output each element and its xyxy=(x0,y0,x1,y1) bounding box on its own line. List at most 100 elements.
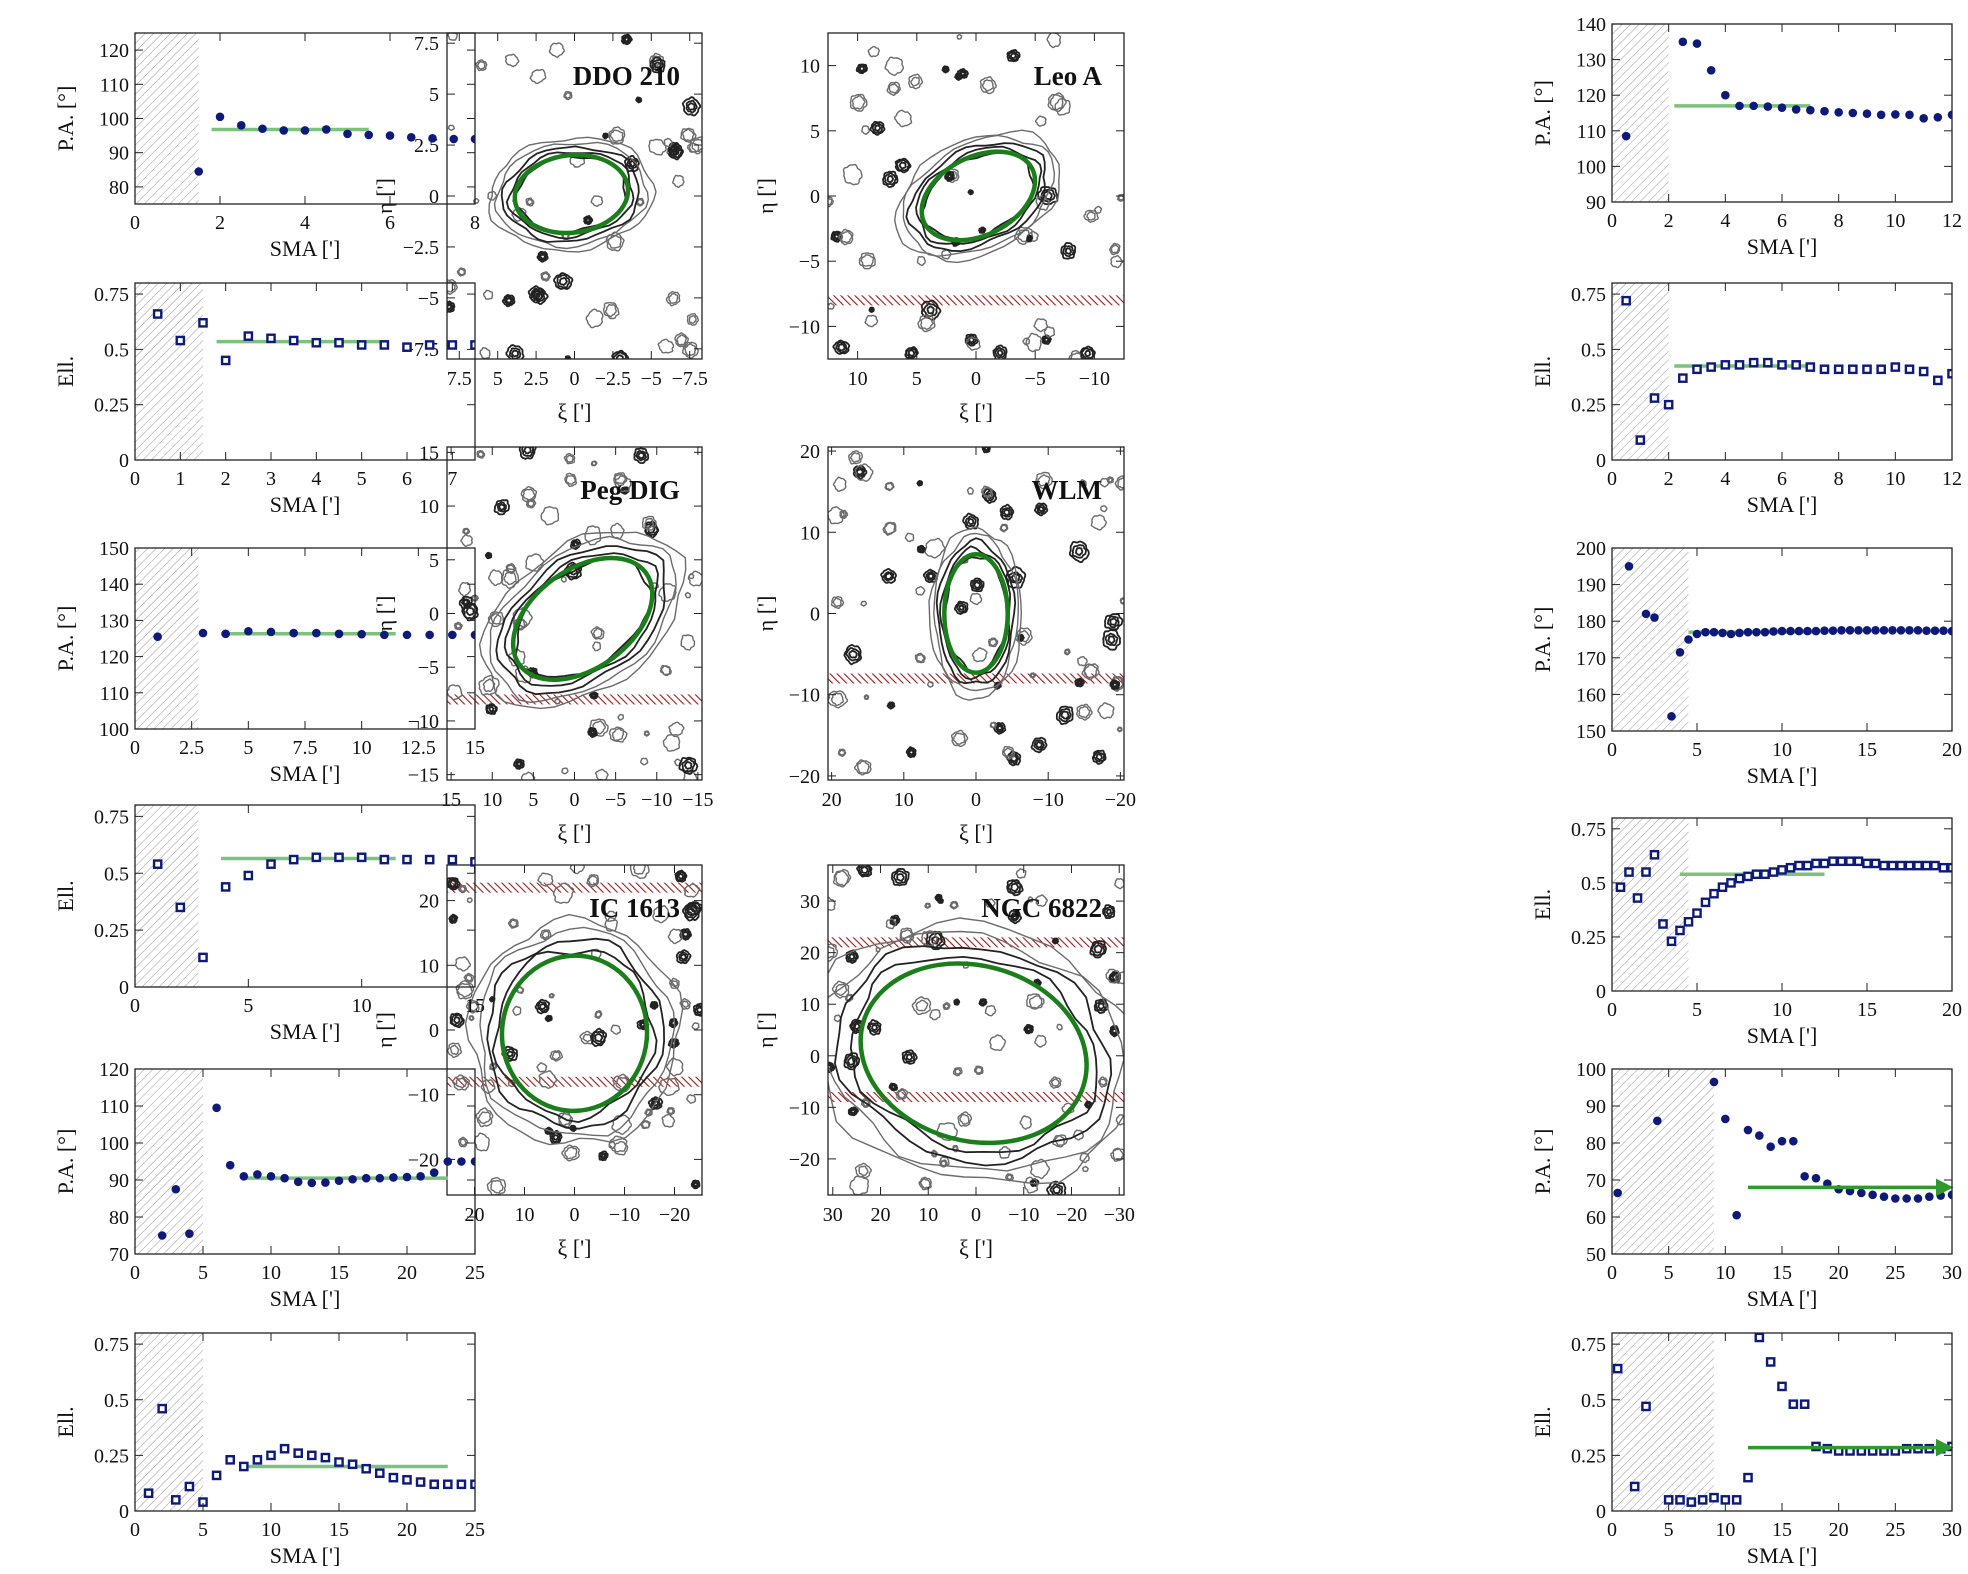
contour-blob xyxy=(685,99,698,114)
contour-blob xyxy=(456,983,474,998)
data-point xyxy=(1632,893,1643,903)
data-point xyxy=(1720,1495,1731,1505)
contour-blob xyxy=(611,1114,633,1136)
contour-blob xyxy=(520,485,538,503)
plot-frame xyxy=(134,1068,476,1255)
contour-blob xyxy=(874,124,882,132)
contour-blob xyxy=(918,1176,932,1191)
y-tick-label: 80 xyxy=(109,1207,129,1229)
data-point xyxy=(356,852,367,863)
y-tick-label: 50 xyxy=(1586,1244,1606,1266)
data-point xyxy=(361,1173,371,1183)
x-tick-label: 3 xyxy=(266,468,276,490)
x-tick-label: −5 xyxy=(605,789,626,811)
contour-blob xyxy=(904,532,915,543)
contour-blob xyxy=(907,747,916,758)
contour-blob xyxy=(1058,707,1072,723)
x-axis-label: ξ ['] xyxy=(558,1235,592,1260)
y-tick-label: 190 xyxy=(1576,575,1606,597)
data-point xyxy=(425,630,434,640)
y-tick-label: 100 xyxy=(99,719,129,741)
contour-blob xyxy=(833,1014,842,1023)
data-point xyxy=(1845,856,1855,867)
data-point xyxy=(1777,1136,1787,1146)
contour-blob xyxy=(476,449,486,459)
x-tick-label: 0 xyxy=(1607,1262,1617,1284)
x-tick-label: 5 xyxy=(1692,999,1702,1021)
contour-blob xyxy=(454,956,472,972)
contour-blob xyxy=(1115,1114,1124,1126)
x-tick-label: 20 xyxy=(822,789,842,811)
x-tick-label: 0 xyxy=(570,1204,580,1226)
x-tick-label: 20 xyxy=(397,1262,417,1284)
contour-blob xyxy=(840,511,847,518)
data-point xyxy=(1678,37,1688,47)
x-axis-label: SMA ['] xyxy=(1747,1286,1818,1311)
data-point xyxy=(1862,858,1872,869)
data-point xyxy=(389,1173,398,1182)
contour-blob xyxy=(538,1003,547,1011)
contour-blob xyxy=(487,611,505,628)
contour-blob xyxy=(925,903,931,909)
contour-blob xyxy=(681,96,702,117)
contour-blob xyxy=(996,349,1004,357)
y-tick-label: 120 xyxy=(99,1059,129,1081)
contour-blob xyxy=(590,626,605,640)
data-point xyxy=(211,1470,222,1481)
x-axis-label: ξ ['] xyxy=(558,399,592,424)
contour-blob xyxy=(658,582,677,602)
contour-blob xyxy=(846,951,858,962)
y-axis-label: P.A. [°] xyxy=(53,86,78,152)
y-tick-label: 90 xyxy=(109,143,129,165)
data-point xyxy=(1754,1333,1765,1343)
data-point xyxy=(456,1479,467,1490)
contour-blob xyxy=(1075,547,1084,557)
contour-blob xyxy=(538,251,548,261)
y-axis-label: Ell. xyxy=(1530,356,1555,387)
plot-area xyxy=(1612,548,1952,731)
contour-blob xyxy=(668,721,685,736)
data-point xyxy=(402,342,412,352)
contour-blob xyxy=(868,1022,881,1033)
contour-blob xyxy=(447,300,456,313)
y-tick-label: 0 xyxy=(119,977,129,999)
data-point xyxy=(1726,878,1736,888)
data-point xyxy=(1857,1188,1866,1198)
contour-blob xyxy=(566,356,570,359)
contour-blob xyxy=(848,650,858,659)
galaxy-contour-3 xyxy=(833,945,1113,1167)
contour-blob xyxy=(1109,617,1118,626)
contour-blob xyxy=(1090,514,1108,531)
excluded-region xyxy=(135,805,199,987)
data-point xyxy=(266,1172,276,1181)
contour-blob xyxy=(832,339,851,355)
contour-blob xyxy=(505,344,525,359)
contour-blob xyxy=(858,1165,869,1177)
contour-blob xyxy=(919,1178,931,1189)
contour-blob xyxy=(891,1084,896,1090)
contour-blob xyxy=(999,503,1015,521)
contour-blob xyxy=(554,698,561,705)
contour-blob xyxy=(884,572,893,581)
contour-blob xyxy=(696,1006,702,1014)
contour-blob xyxy=(667,928,683,945)
data-point xyxy=(1749,101,1758,111)
y-tick-label: 120 xyxy=(99,647,129,669)
galaxy-contour-2 xyxy=(902,134,1056,257)
contour-blob xyxy=(1110,680,1120,689)
y-tick-label: 120 xyxy=(1576,85,1606,107)
contour-blob xyxy=(1026,1026,1032,1032)
contour-blob xyxy=(1003,508,1011,517)
contour-blob xyxy=(458,581,472,597)
data-point xyxy=(1862,109,1872,119)
contour-blob xyxy=(1033,739,1045,751)
x-tick-label: 5 xyxy=(243,737,253,759)
contour-blob xyxy=(1010,52,1017,60)
data-point xyxy=(443,1157,453,1166)
contour-blob xyxy=(858,65,865,72)
data-point xyxy=(470,1157,475,1166)
contour-blob xyxy=(665,1057,684,1077)
contour-blob xyxy=(956,33,963,40)
x-tick-label: 15 xyxy=(1857,739,1877,761)
